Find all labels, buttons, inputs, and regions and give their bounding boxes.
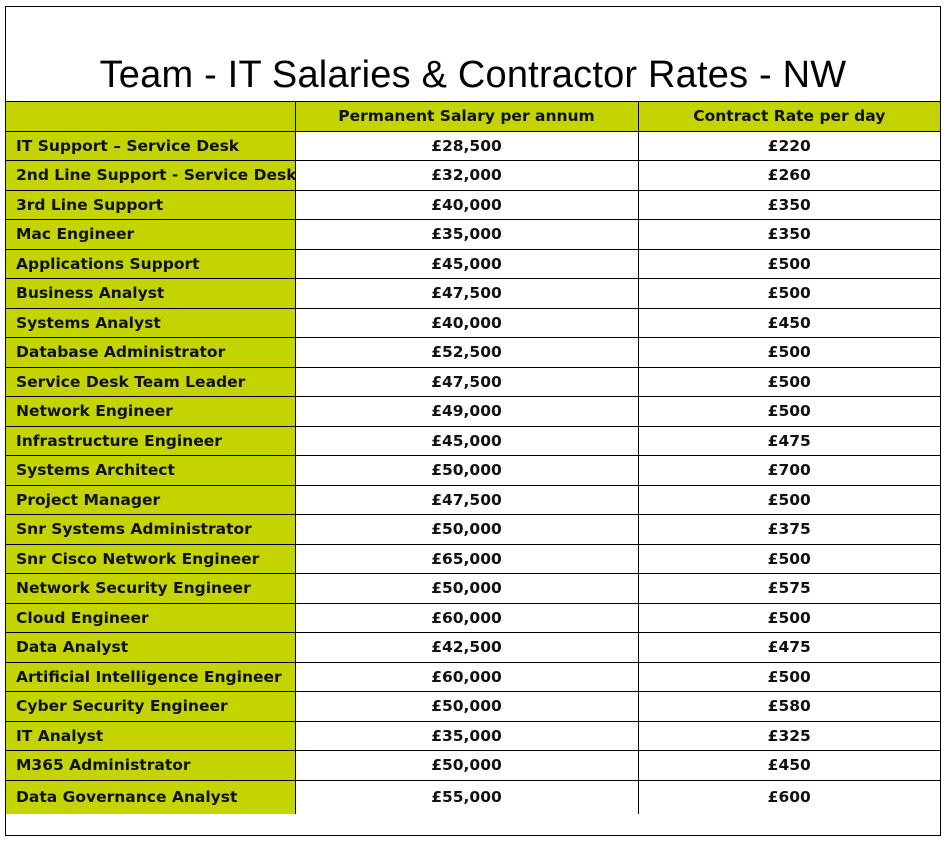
header-role: [6, 101, 296, 132]
salary-cell: £35,000: [294, 720, 639, 751]
salary-cell: £50,000: [294, 573, 639, 604]
rate-cell: £600: [637, 779, 940, 814]
table-row: IT Support – Service Desk £28,500 £220: [6, 130, 940, 161]
role-cell: Applications Support: [6, 248, 296, 279]
role-cell: Mac Engineer: [6, 219, 296, 250]
table-row: Business Analyst £47,500 £500: [6, 278, 940, 309]
table-row: Snr Cisco Network Engineer £65,000 £500: [6, 543, 940, 574]
salary-cell: £49,000: [294, 396, 639, 427]
rate-cell: £500: [637, 337, 940, 368]
salary-cell: £55,000: [294, 779, 639, 814]
salary-cell: £60,000: [294, 661, 639, 692]
salary-table: Permanent Salary per annum Contract Rate…: [6, 101, 940, 814]
role-cell: Service Desk Team Leader: [6, 366, 296, 397]
role-cell: Cyber Security Engineer: [6, 691, 296, 722]
role-cell: Systems Architect: [6, 455, 296, 486]
role-cell: Network Security Engineer: [6, 573, 296, 604]
rate-cell: £700: [637, 455, 940, 486]
rate-cell: £450: [637, 750, 940, 781]
rate-cell: £450: [637, 307, 940, 338]
rate-cell: £500: [637, 278, 940, 309]
role-cell: Database Administrator: [6, 337, 296, 368]
rate-cell: £220: [637, 130, 940, 161]
salary-cell: £28,500: [294, 130, 639, 161]
table-row: Data Governance Analyst £55,000 £600: [6, 779, 940, 814]
role-cell: Network Engineer: [6, 396, 296, 427]
table-row: Network Engineer £49,000 £500: [6, 396, 940, 427]
table-row: IT Analyst £35,000 £325: [6, 720, 940, 751]
salary-cell: £47,500: [294, 366, 639, 397]
table-row: Snr Systems Administrator £50,000 £375: [6, 514, 940, 545]
role-cell: Artificial Intelligence Engineer: [6, 661, 296, 692]
salary-cell: £50,000: [294, 455, 639, 486]
rate-cell: £500: [637, 396, 940, 427]
salary-cell: £32,000: [294, 160, 639, 191]
header-permanent-salary: Permanent Salary per annum: [294, 101, 639, 132]
table-row: Network Security Engineer £50,000 £575: [6, 573, 940, 604]
rate-cell: £260: [637, 160, 940, 191]
rate-cell: £325: [637, 720, 940, 751]
page-title: Team - IT Salaries & Contractor Rates - …: [99, 54, 847, 96]
table-header-row: Permanent Salary per annum Contract Rate…: [6, 101, 940, 132]
salary-cell: £42,500: [294, 632, 639, 663]
rate-cell: £575: [637, 573, 940, 604]
role-cell: IT Analyst: [6, 720, 296, 751]
table-row: Project Manager £47,500 £500: [6, 484, 940, 515]
salary-cell: £47,500: [294, 278, 639, 309]
salary-cell: £60,000: [294, 602, 639, 633]
role-cell: Snr Systems Administrator: [6, 514, 296, 545]
role-cell: Data Analyst: [6, 632, 296, 663]
salary-sheet: Team - IT Salaries & Contractor Rates - …: [5, 6, 941, 836]
table-row: M365 Administrator £50,000 £450: [6, 750, 940, 781]
role-cell: Business Analyst: [6, 278, 296, 309]
role-cell: 2nd Line Support - Service Desk: [6, 160, 296, 191]
salary-cell: £52,500: [294, 337, 639, 368]
table-row: Artificial Intelligence Engineer £60,000 £…: [6, 661, 940, 692]
salary-cell: £50,000: [294, 691, 639, 722]
salary-cell: £45,000: [294, 248, 639, 279]
table-row: Systems Analyst £40,000 £450: [6, 307, 940, 338]
rate-cell: £500: [637, 602, 940, 633]
salary-cell: £50,000: [294, 750, 639, 781]
table-row: Cloud Engineer £60,000 £500: [6, 602, 940, 633]
rate-cell: £350: [637, 219, 940, 250]
salary-cell: £35,000: [294, 219, 639, 250]
salary-cell: £40,000: [294, 307, 639, 338]
rate-cell: £580: [637, 691, 940, 722]
table-row: Applications Support £45,000 £500: [6, 248, 940, 279]
table-row: Service Desk Team Leader £47,500 £500: [6, 366, 940, 397]
salary-cell: £45,000: [294, 425, 639, 456]
role-cell: Infrastructure Engineer: [6, 425, 296, 456]
rate-cell: £500: [637, 543, 940, 574]
salary-cell: £47,500: [294, 484, 639, 515]
role-cell: Snr Cisco Network Engineer: [6, 543, 296, 574]
rate-cell: £500: [637, 248, 940, 279]
role-cell: Data Governance Analyst: [6, 779, 296, 814]
salary-cell: £50,000: [294, 514, 639, 545]
table-row: Database Administrator £52,500 £500: [6, 337, 940, 368]
table-row: Mac Engineer £35,000 £350: [6, 219, 940, 250]
table-row: Infrastructure Engineer £45,000 £475: [6, 425, 940, 456]
table-row: Data Analyst £42,500 £475: [6, 632, 940, 663]
rate-cell: £350: [637, 189, 940, 220]
table-row: Cyber Security Engineer £50,000 £580: [6, 691, 940, 722]
rate-cell: £375: [637, 514, 940, 545]
rate-cell: £475: [637, 425, 940, 456]
rate-cell: £475: [637, 632, 940, 663]
rate-cell: £500: [637, 484, 940, 515]
rate-cell: £500: [637, 661, 940, 692]
table-row: Systems Architect £50,000 £700: [6, 455, 940, 486]
role-cell: Project Manager: [6, 484, 296, 515]
role-cell: 3rd Line Support: [6, 189, 296, 220]
role-cell: Systems Analyst: [6, 307, 296, 338]
role-cell: M365 Administrator: [6, 750, 296, 781]
salary-cell: £40,000: [294, 189, 639, 220]
salary-cell: £65,000: [294, 543, 639, 574]
table-row: 3rd Line Support £40,000 £350: [6, 189, 940, 220]
header-contract-rate: Contract Rate per day: [637, 101, 940, 132]
rate-cell: £500: [637, 366, 940, 397]
role-cell: IT Support – Service Desk: [6, 130, 296, 161]
table-row: 2nd Line Support - Service Desk £32,000 £2…: [6, 160, 940, 191]
role-cell: Cloud Engineer: [6, 602, 296, 633]
